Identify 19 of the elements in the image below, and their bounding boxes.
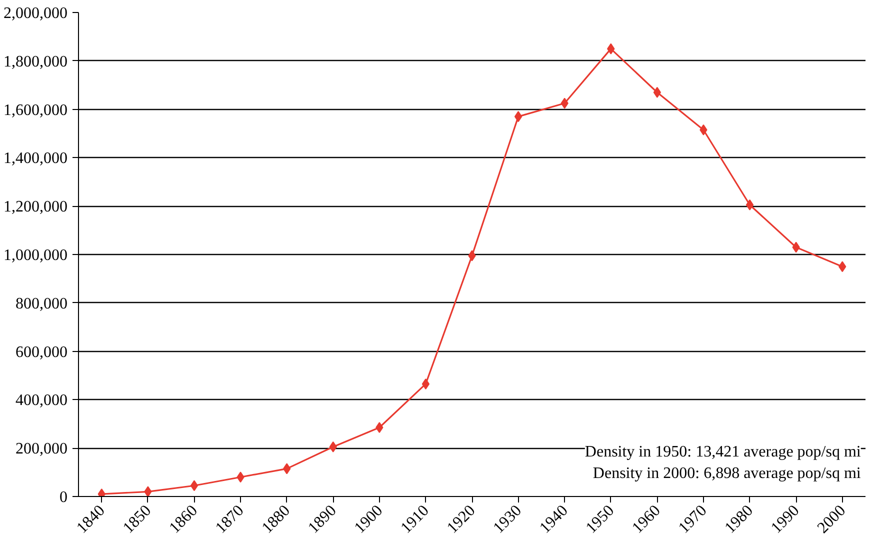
point: [144, 486, 152, 496]
y-tick-label: 400,000: [16, 392, 68, 410]
y-tick-label: 1,000,000: [4, 247, 68, 264]
y-tick-label: 1,800,000: [4, 53, 68, 70]
point: [746, 199, 754, 210]
y-tick-label: 2,000,000: [4, 5, 68, 22]
point: [422, 378, 430, 390]
point: [190, 480, 198, 492]
point: [282, 463, 291, 474]
y-tick-label: 0: [60, 489, 68, 506]
y-tick-label: 600,000: [16, 344, 68, 361]
y-tick-label: 800,000: [16, 295, 68, 312]
annotation: Density in 1950: 13,421 average pop/sq mi Density in 2000: 6,898 average pop/sq mi: [584, 444, 862, 482]
y-tick-label: 1,200,000: [4, 198, 68, 216]
y-tick-label: 1,400,000: [4, 150, 68, 168]
point: [653, 86, 662, 98]
point: [514, 111, 522, 122]
y-tick-label: 200,000: [16, 440, 68, 458]
y-tick-label: 1,600,000: [4, 102, 68, 119]
